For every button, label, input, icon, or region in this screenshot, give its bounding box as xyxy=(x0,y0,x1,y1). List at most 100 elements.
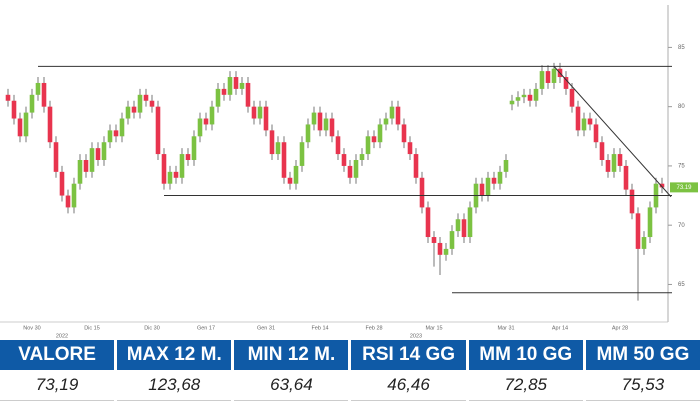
y-tick-label: 80 xyxy=(678,104,685,110)
candle-body xyxy=(461,219,467,238)
y-tick-label: 85 xyxy=(678,45,685,51)
candle-body xyxy=(455,219,461,232)
x-year-label: 2022 xyxy=(56,333,68,339)
candle-body xyxy=(449,231,455,249)
candle-body xyxy=(407,142,413,155)
x-tick-label: Feb 28 xyxy=(365,325,382,331)
candle-body xyxy=(659,183,665,188)
candle-body xyxy=(539,71,545,89)
candle-body xyxy=(599,142,605,160)
candle-body xyxy=(41,82,47,107)
table-value: 75,53 xyxy=(585,370,700,401)
candle-body xyxy=(401,124,407,143)
candle-body xyxy=(611,154,617,172)
candle-body xyxy=(269,130,275,155)
candle-body xyxy=(341,154,347,166)
candle-body xyxy=(593,124,599,143)
candle-body xyxy=(143,94,149,101)
x-tick-label: Gen 17 xyxy=(197,325,215,331)
candle-body xyxy=(533,88,539,101)
candle-body xyxy=(23,112,29,137)
candle-body xyxy=(497,171,503,184)
candle-body xyxy=(467,207,473,238)
candle-body xyxy=(635,213,641,249)
candle-body xyxy=(551,68,557,83)
candle-body xyxy=(509,100,515,105)
x-tick-label: Dic 30 xyxy=(144,325,160,331)
candle-body xyxy=(65,195,71,208)
candle-body xyxy=(71,183,77,208)
candle-body xyxy=(233,77,239,89)
candle-body xyxy=(413,154,419,178)
candle-body xyxy=(107,130,113,143)
candle-body xyxy=(83,160,89,172)
candle-body xyxy=(221,88,227,95)
candle-body xyxy=(485,177,491,196)
candle-body xyxy=(119,118,125,137)
chart: 65 70 75 80 85 Nov 30 2022 Dic 15 Dic 30 Gen 17 Ge… xyxy=(0,5,698,339)
candle-body xyxy=(563,77,569,89)
candle-body xyxy=(377,124,383,143)
stats-table: VALORE MAX 12 M. MIN 12 M. RSI 14 GG MM 10 G… xyxy=(0,340,700,401)
table-value: 46,46 xyxy=(351,370,466,401)
candle-body xyxy=(491,177,497,184)
candle-body xyxy=(389,106,395,119)
candle-body xyxy=(113,130,119,137)
x-tick-label: Mar 15 xyxy=(425,325,442,331)
candle-body xyxy=(299,142,305,166)
x-tick-label: Apr 28 xyxy=(612,325,628,331)
candle-body xyxy=(323,118,329,131)
candle-body xyxy=(329,118,335,137)
candle-body xyxy=(515,97,521,101)
table-header: MAX 12 M. xyxy=(117,340,232,370)
table-value: 73,19 xyxy=(0,370,115,401)
candle-body xyxy=(281,142,287,178)
candle-body xyxy=(527,94,533,101)
candle-body xyxy=(17,118,23,137)
candle-body xyxy=(359,154,365,160)
candle-body xyxy=(605,160,611,172)
table-header: VALORE xyxy=(0,340,115,370)
candle-body xyxy=(629,189,635,214)
trend-line xyxy=(553,66,672,198)
x-year-label: 2023 xyxy=(410,333,422,339)
candle-body xyxy=(125,106,131,119)
candle-body xyxy=(203,118,209,125)
candle-body xyxy=(155,106,161,155)
candle-body xyxy=(419,177,425,208)
table-value: 123,68 xyxy=(117,370,232,401)
x-tick-label: Nov 30 xyxy=(23,325,40,331)
x-tick-label: Apr 14 xyxy=(552,325,568,331)
table-value: 63,64 xyxy=(234,370,349,401)
candle-body xyxy=(395,106,401,125)
candle-body xyxy=(587,118,593,125)
candle-body xyxy=(431,237,437,243)
y-tick-label: 65 xyxy=(678,282,685,288)
candle-body xyxy=(305,124,311,143)
candle-body xyxy=(365,136,371,155)
candle-body xyxy=(317,112,323,131)
candle-body xyxy=(311,112,317,125)
candle-body xyxy=(191,136,197,160)
candle-body xyxy=(209,106,215,125)
candle-body xyxy=(425,207,431,238)
candle-body xyxy=(479,183,485,196)
candle-body xyxy=(11,100,17,119)
candle-body xyxy=(77,160,83,184)
candle-body xyxy=(521,94,527,98)
candle-body xyxy=(383,118,389,125)
candle-body xyxy=(29,94,35,113)
candle-body xyxy=(89,148,95,172)
candle-body xyxy=(503,160,509,172)
x-tick-label: Dic 15 xyxy=(84,325,100,331)
candle-body xyxy=(287,177,293,184)
candle-body xyxy=(347,165,353,178)
candle-body xyxy=(623,165,629,190)
candle-body xyxy=(641,237,647,249)
table-header: RSI 14 GG xyxy=(351,340,466,370)
candle-body xyxy=(335,136,341,155)
candle-body xyxy=(161,154,167,184)
candle-body xyxy=(179,154,185,178)
candle-body xyxy=(173,171,179,178)
